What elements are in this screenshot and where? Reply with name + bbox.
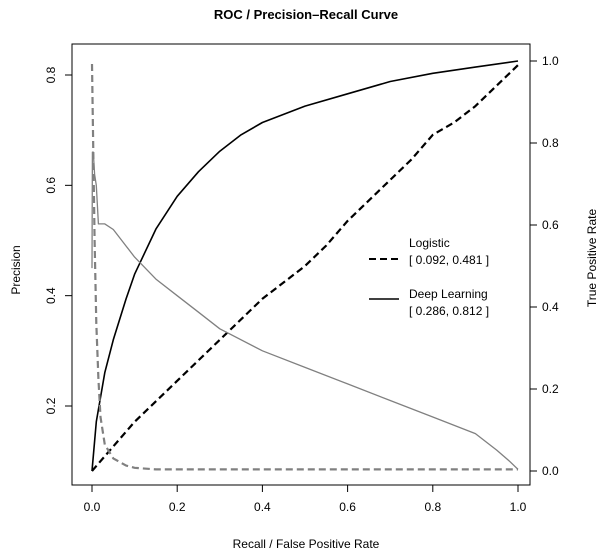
left-tick-label: 0.4 [44, 287, 58, 304]
left-tick-label: 0.6 [44, 177, 58, 194]
x-tick-label: 0.0 [84, 500, 101, 514]
series-roc-deep-learning-line [91, 60, 519, 472]
legend-deep-learning-interval: [ 0.286, 0.812 ] [409, 304, 489, 318]
right-tick-label: 0.6 [542, 218, 559, 232]
right-tick-label: 0.2 [542, 382, 559, 396]
left-y-axis-label: Precision [9, 245, 23, 294]
legend-logistic-interval: [ 0.092, 0.481 ] [409, 253, 489, 267]
x-tick-label: 0.4 [254, 500, 271, 514]
right-tick-label: 0.8 [542, 136, 559, 150]
x-tick-label: 1.0 [510, 500, 527, 514]
left-tick-label: 0.2 [44, 397, 58, 414]
series-layer [90, 60, 519, 472]
chart-title: ROC / Precision–Recall Curve [214, 7, 398, 22]
x-tick-label: 0.6 [339, 500, 356, 514]
series-pr-deep-learning-line [91, 151, 519, 470]
x-axis-label: Recall / False Positive Rate [233, 537, 380, 551]
x-axis: 0.0 0.2 0.4 0.6 0.8 1.0 [84, 484, 527, 514]
left-y-axis: 0.2 0.4 0.6 0.8 [44, 66, 73, 414]
legend: Logistic [ 0.092, 0.481 ] Deep Learning … [369, 236, 489, 318]
legend-logistic-label: Logistic [409, 236, 450, 250]
right-tick-label: 1.0 [542, 54, 559, 68]
legend-deep-learning-label: Deep Learning [409, 287, 488, 301]
series-roc-logistic-line [91, 64, 519, 472]
right-y-axis-label: True Positive Rate [585, 209, 599, 308]
left-tick-label: 0.8 [44, 66, 58, 83]
right-tick-label: 0.0 [542, 464, 559, 478]
right-y-axis: 0.0 0.2 0.4 0.6 0.8 1.0 [529, 54, 559, 478]
x-tick-label: 0.8 [424, 500, 441, 514]
x-tick-label: 0.2 [169, 500, 186, 514]
right-tick-label: 0.4 [542, 300, 559, 314]
